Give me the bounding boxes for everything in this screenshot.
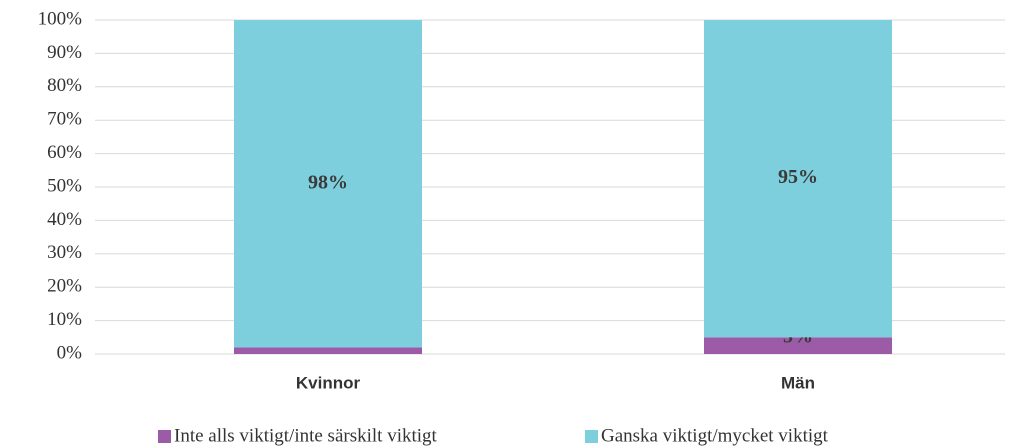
y-tick-label: 70%: [47, 109, 82, 130]
x-tick-label: Kvinnor: [296, 373, 361, 392]
legend-label: Ganska viktigt/mycket viktigt: [601, 425, 829, 446]
y-tick-label: 40%: [47, 209, 82, 230]
data-label: 95%: [778, 166, 818, 188]
y-tick-label: 80%: [47, 75, 82, 96]
legend-swatch: [585, 430, 598, 443]
bar-segment: [234, 347, 422, 354]
bar-segment: [234, 20, 422, 348]
y-tick-label: 100%: [38, 8, 83, 29]
x-tick-label: Män: [781, 373, 815, 392]
legend-swatch: [158, 430, 171, 443]
data-label: 98%: [308, 171, 348, 193]
y-tick-label: 20%: [47, 276, 82, 297]
legend-label: Inte alls viktigt/inte särskilt viktigt: [174, 425, 438, 446]
y-tick-label: 60%: [47, 142, 82, 163]
bar-segment: [704, 337, 892, 354]
y-tick-label: 10%: [47, 309, 82, 330]
y-tick-label: 30%: [47, 242, 82, 263]
bar-segment: [704, 20, 892, 338]
y-tick-label: 50%: [47, 175, 82, 196]
y-tick-label: 90%: [47, 42, 82, 63]
y-tick-label: 0%: [57, 342, 83, 363]
